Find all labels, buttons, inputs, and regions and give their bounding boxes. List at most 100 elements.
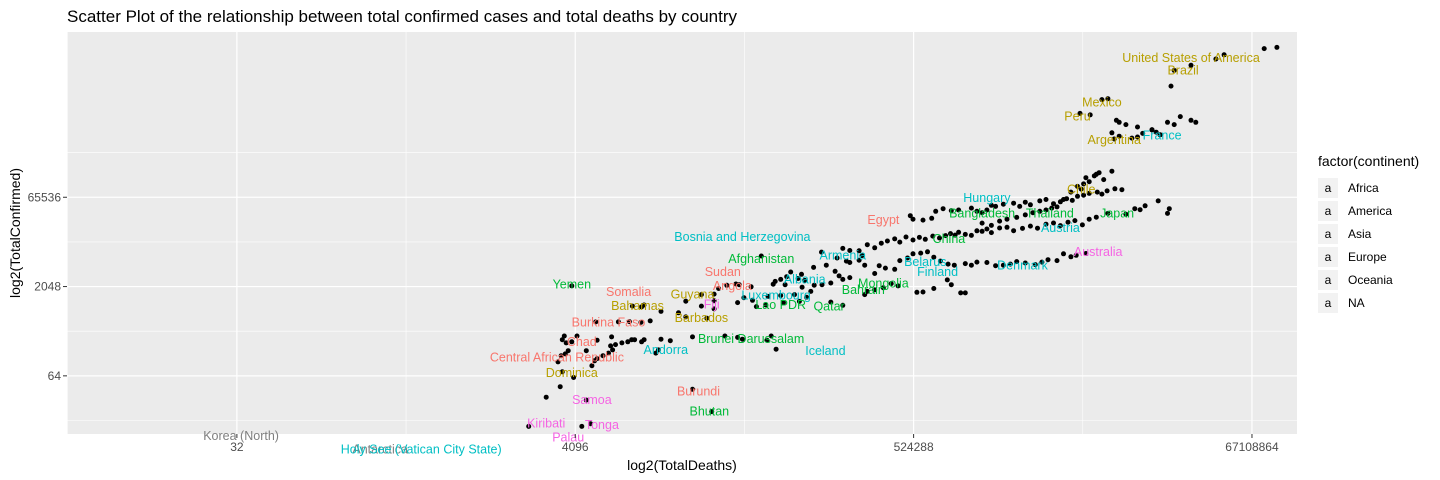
- data-point: [1149, 127, 1155, 133]
- data-point: [823, 262, 829, 268]
- data-point: [1054, 258, 1060, 264]
- point-label: Finland: [917, 265, 958, 279]
- data-point: [632, 337, 638, 343]
- point-label: Barbados: [675, 311, 729, 325]
- data-point: [968, 205, 974, 211]
- data-point: [828, 280, 834, 286]
- point-label: Peru: [1064, 110, 1090, 124]
- data-point: [1274, 44, 1280, 50]
- data-point: [735, 334, 741, 340]
- data-point: [819, 249, 824, 255]
- data-point: [619, 340, 625, 346]
- data-point: [884, 238, 890, 244]
- data-point: [847, 260, 853, 265]
- y-tick-label: 65536: [28, 190, 62, 204]
- data-point: [1083, 175, 1089, 181]
- x-axis-ticks: 32 4096 524288 67108864: [230, 434, 1279, 454]
- data-point: [984, 260, 990, 265]
- data-point: [1022, 260, 1028, 266]
- data-point: [897, 258, 903, 264]
- data-point: [1165, 210, 1170, 216]
- data-point: [840, 302, 846, 308]
- point-label: Qatar: [813, 300, 844, 314]
- data-point: [1171, 122, 1177, 128]
- data-point: [979, 210, 985, 216]
- data-point: [750, 297, 755, 303]
- data-point: [1007, 261, 1013, 267]
- data-point: [892, 266, 898, 272]
- data-point: [937, 258, 943, 264]
- data-point: [795, 276, 801, 281]
- data-point: [948, 231, 953, 237]
- data-point: [1078, 186, 1084, 192]
- data-point: [600, 353, 606, 359]
- data-point: [641, 302, 647, 308]
- chart-title: Scatter Plot of the relationship between…: [67, 7, 737, 26]
- data-point: [594, 356, 600, 362]
- data-point: [958, 290, 964, 296]
- data-point: [1109, 130, 1115, 136]
- data-point: [1035, 225, 1040, 231]
- data-point: [741, 295, 747, 301]
- data-point: [610, 347, 616, 353]
- data-point: [711, 298, 717, 304]
- data-point: [588, 421, 593, 427]
- data-point: [997, 218, 1003, 224]
- data-point: [658, 308, 664, 314]
- point-label: Argentina: [1087, 133, 1141, 147]
- data-point: [579, 423, 585, 429]
- data-point: [583, 348, 589, 354]
- data-point: [1075, 183, 1080, 189]
- data-point: [768, 333, 774, 339]
- point-label: France: [1143, 129, 1182, 143]
- x-tick-label: 4096: [562, 440, 589, 454]
- data-point: [1116, 133, 1122, 139]
- data-point: [1011, 228, 1017, 234]
- data-point: [639, 339, 645, 345]
- data-point: [1157, 132, 1163, 138]
- data-point: [931, 254, 937, 260]
- data-point: [880, 285, 886, 291]
- data-point: [1093, 171, 1099, 177]
- data-point: [1000, 201, 1006, 207]
- data-point: [1069, 197, 1075, 203]
- data-point: [872, 245, 878, 251]
- gridlines: [67, 32, 1297, 434]
- plot-panel: [67, 32, 1297, 434]
- data-point: [1101, 177, 1107, 183]
- data-point: [683, 298, 689, 304]
- legend-glyph: a: [1325, 227, 1332, 241]
- legend-glyph: a: [1325, 204, 1332, 218]
- data-point: [658, 336, 664, 342]
- data-point: [945, 261, 951, 267]
- point-label: Angola: [713, 279, 752, 293]
- point-label: Afghanistan: [728, 252, 794, 266]
- data-point: [1000, 262, 1006, 268]
- data-point: [1132, 206, 1138, 212]
- point-label: Holy See (Vatican City State): [341, 442, 502, 456]
- data-point: [765, 293, 771, 299]
- data-point: [1079, 222, 1085, 228]
- point-label: Central African Republic: [490, 351, 624, 365]
- data-point: [1171, 67, 1177, 73]
- point-label: Iceland: [805, 344, 845, 358]
- point-label: Yemen: [553, 278, 592, 292]
- point-label: Dominica: [546, 366, 598, 380]
- data-point: [1087, 112, 1093, 118]
- data-point: [888, 281, 894, 287]
- data-point: [1020, 225, 1025, 231]
- legend-key: [1318, 270, 1338, 290]
- y-tick-label: 64: [48, 369, 62, 383]
- data-point: [1129, 135, 1135, 141]
- data-point: [862, 262, 868, 268]
- data-point: [876, 263, 882, 269]
- data-point: [962, 290, 968, 296]
- data-point: [1123, 211, 1129, 217]
- data-point: [903, 234, 909, 240]
- data-point: [907, 213, 913, 219]
- data-point: [1135, 134, 1140, 140]
- point-label: United States of America: [1122, 51, 1260, 65]
- data-point: [951, 262, 957, 268]
- data-point: [1017, 203, 1023, 209]
